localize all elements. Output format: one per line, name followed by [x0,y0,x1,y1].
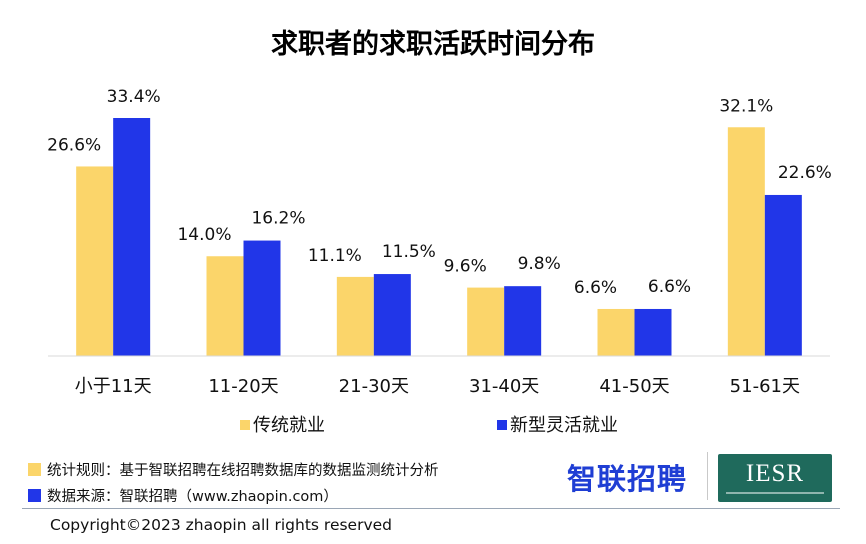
legend-label-0: 传统就业 [253,415,325,436]
zhaopin-logo: 智联招聘 [567,462,688,496]
x-tick-label-5: 51-61天 [730,376,800,397]
value-label-flexible-2: 11.5% [382,242,436,262]
value-label-traditional-3: 9.6% [444,257,487,277]
bar-flexible-1 [243,240,281,356]
iesr-logo-text: IESR [745,460,805,487]
rule-text: 统计规则：基于智联招聘在线招聘数据库的数据监测统计分析 [47,463,439,479]
chart: 求职者的求职活跃时间分布 26.6% 33.4% 14.0% 16.2%11.1% 11… [47,28,832,436]
logo-divider [707,452,708,500]
bar-flexible-3 [504,286,542,356]
value-label-traditional-5: 32.1% [719,96,773,116]
bar-flexible-4 [634,308,672,356]
rule-swatch [28,463,41,476]
chart-title: 求职者的求职活跃时间分布 [271,28,595,60]
x-tick-label-3: 31-40天 [469,376,539,397]
x-tick-label-2: 21-30天 [339,376,409,397]
value-label-traditional-1: 14.0% [177,225,231,245]
legend-swatch-1 [497,420,507,430]
value-label-traditional-0: 26.6% [47,135,101,155]
x-tick-label-4: 41-50天 [599,376,669,397]
value-label-traditional-4: 6.6% [574,278,617,298]
x-tick-label-1: 11-20天 [208,376,278,397]
iesr-logo-rule [726,492,824,494]
value-label-flexible-0: 33.4% [107,87,161,107]
legend: 传统就业 新型灵活就业 [240,415,618,436]
iesr-logo: IESR [718,454,832,502]
value-label-flexible-1: 16.2% [251,209,305,229]
bar-traditional-3 [467,287,505,356]
value-label-traditional-2: 11.1% [308,246,362,266]
footer-rule-note: 统计规则：基于智联招聘在线招聘数据库的数据监测统计分析 [28,459,439,480]
bar-flexible-2 [373,274,411,356]
source-swatch [28,489,41,502]
bar-traditional-0 [76,166,114,356]
source-text: 数据来源：智联招聘（www.zhaopin.com） [47,489,338,505]
bar-flexible-0 [113,118,151,356]
bar-traditional-4 [597,308,635,356]
footer-divider [22,508,840,509]
legend-label-1: 新型灵活就业 [510,415,618,436]
legend-swatch-0 [240,420,250,430]
footer-source-note: 数据来源：智联招聘（www.zhaopin.com） [28,485,338,506]
bar-traditional-1 [206,256,244,356]
copyright-text: Copyright©2023 zhaopin all rights reserv… [50,516,393,534]
value-label-flexible-3: 9.8% [518,254,561,274]
bar-flexible-5 [764,194,802,356]
bars-group [76,118,802,356]
x-axis-ticks: 小于11天 11-20天 21-30天 31-40天 41-50天 51-61天 [75,376,800,397]
value-labels-group: 26.6% 33.4% 14.0% 16.2%11.1% 11.5% 9.6% 9.8% 6.… [47,87,832,298]
bar-traditional-2 [336,276,374,356]
value-label-flexible-5: 22.6% [778,163,832,183]
bar-traditional-5 [727,127,765,356]
value-label-flexible-4: 6.6% [648,277,691,297]
x-tick-label-0: 小于11天 [75,376,152,397]
